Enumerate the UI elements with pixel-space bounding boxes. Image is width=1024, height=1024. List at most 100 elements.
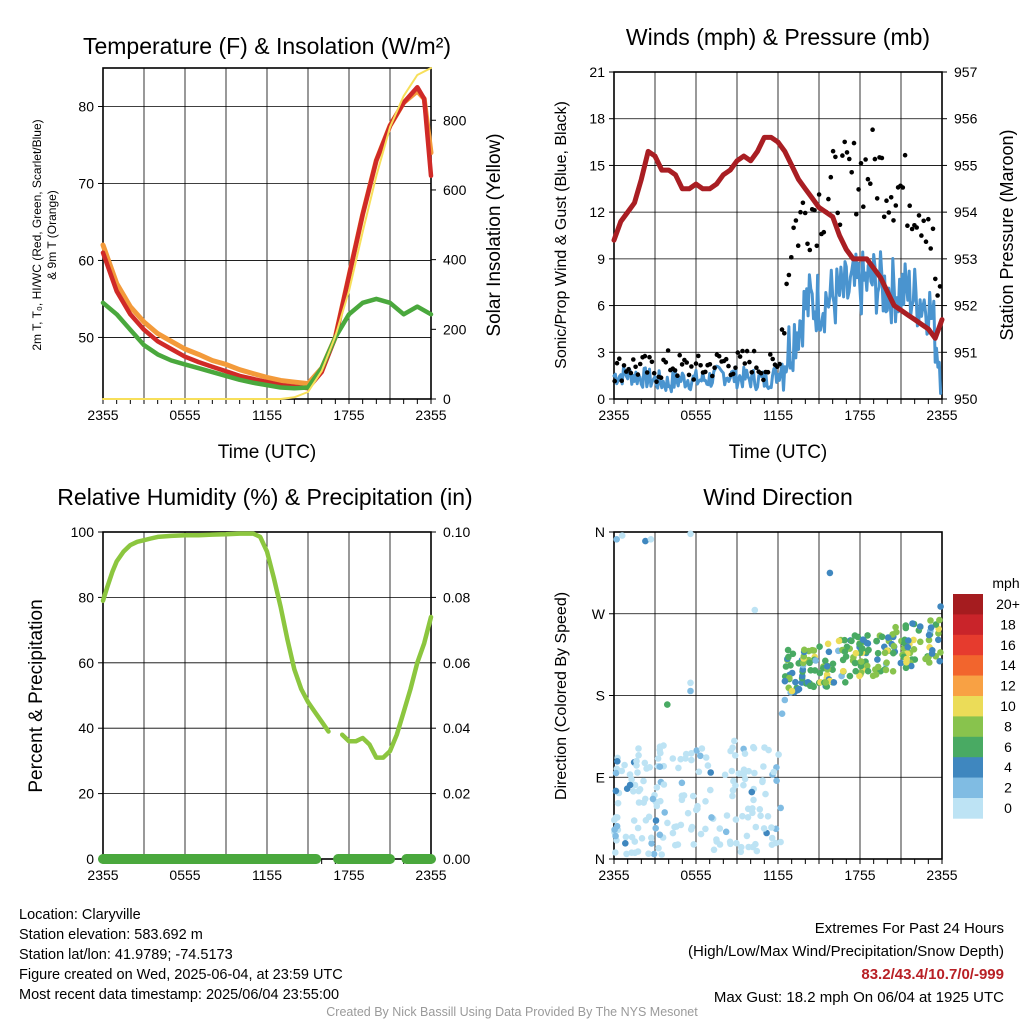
dir-xtick-label: 2355 bbox=[598, 867, 629, 883]
colorbar-swatch bbox=[953, 634, 983, 656]
dir-point bbox=[708, 814, 715, 821]
rh-ytick-label: 100 bbox=[71, 524, 95, 540]
dir-point bbox=[937, 603, 944, 610]
dir-point bbox=[702, 798, 709, 805]
winds-gust-point bbox=[633, 364, 638, 370]
dir-point bbox=[731, 752, 739, 759]
colorbar-swatch bbox=[953, 614, 983, 636]
dir-point bbox=[910, 646, 918, 653]
dir-point bbox=[688, 756, 695, 764]
winds-gust-point bbox=[637, 361, 643, 367]
winds-gust-point bbox=[621, 363, 627, 368]
dir-point bbox=[731, 737, 738, 745]
temp-dewpoint-line bbox=[100, 296, 434, 391]
dir-point bbox=[631, 781, 639, 789]
colorbar-swatch bbox=[953, 696, 983, 717]
winds-gust-point bbox=[926, 216, 931, 222]
winds-ylabel-left: Sonic/Prop Wind & Gust (Blue, Black) bbox=[553, 101, 570, 369]
dir-point bbox=[935, 636, 942, 644]
dir-point bbox=[733, 839, 740, 847]
dir-point bbox=[777, 804, 784, 812]
winds-gust-point bbox=[737, 354, 743, 359]
temp-ylabel-left-1: 2m T, T₀, HI/WC (Red, Green, Scarlet/Blu… bbox=[30, 119, 44, 350]
dir-point bbox=[768, 834, 776, 842]
dir-point bbox=[748, 788, 756, 796]
temp-ytick-right-label: 800 bbox=[443, 112, 467, 128]
colorbar-label: 6 bbox=[1004, 739, 1012, 755]
winds-gust-point bbox=[863, 157, 868, 162]
dir-point bbox=[749, 809, 756, 817]
winds-gust-point bbox=[768, 352, 773, 357]
colorbar-label: 12 bbox=[1000, 678, 1016, 694]
dir-point bbox=[648, 840, 655, 847]
winds-gust-point bbox=[686, 372, 692, 378]
winds-gust-point bbox=[672, 368, 678, 373]
dir-point bbox=[768, 824, 775, 831]
dir-point bbox=[740, 781, 747, 789]
dir-point bbox=[613, 822, 621, 830]
dir-point bbox=[839, 667, 847, 675]
dir-point bbox=[626, 771, 634, 778]
dir-point bbox=[729, 787, 737, 794]
dir-point bbox=[626, 781, 634, 789]
winds-gust-point bbox=[886, 210, 892, 215]
winds-ytick-right-label: 956 bbox=[954, 111, 978, 127]
dir-point bbox=[801, 646, 808, 654]
rh-xtick-label: 0555 bbox=[169, 867, 200, 883]
dir-point bbox=[864, 667, 872, 675]
dir-point bbox=[684, 809, 692, 817]
dir-point bbox=[858, 658, 865, 665]
dir-point bbox=[910, 636, 917, 644]
dir-point bbox=[807, 667, 814, 674]
winds-ytick-label: 21 bbox=[589, 64, 605, 80]
winds-gust-point bbox=[874, 196, 880, 201]
dir-point bbox=[784, 646, 792, 654]
dir-point bbox=[830, 679, 838, 686]
temp-ytick-label: 70 bbox=[78, 175, 94, 191]
rh-ytick-right-label: 0.04 bbox=[443, 720, 470, 736]
dir-ytick-label: N bbox=[595, 524, 605, 540]
dir-point bbox=[669, 829, 677, 837]
dir-point bbox=[750, 796, 757, 804]
winds-gust-point bbox=[758, 370, 764, 376]
winds-gust-point bbox=[856, 187, 861, 192]
winds-gust-point bbox=[916, 213, 922, 218]
winds-gust-point bbox=[782, 331, 787, 336]
dir-point bbox=[782, 663, 790, 670]
dir-point bbox=[623, 850, 630, 858]
winds-gust-point bbox=[933, 276, 938, 282]
dir-point bbox=[902, 622, 910, 629]
winds-ytick-label: 15 bbox=[589, 157, 605, 173]
temp-xtick-label: 1155 bbox=[252, 407, 282, 423]
dir-point bbox=[702, 825, 709, 833]
dir-point bbox=[926, 659, 933, 666]
dir-point bbox=[655, 844, 662, 852]
dir-point bbox=[640, 777, 647, 785]
rh-ytick-label: 60 bbox=[78, 655, 94, 671]
colorbar-swatch bbox=[953, 757, 983, 778]
temp-xtick-label: 1755 bbox=[333, 407, 364, 423]
dir-point bbox=[675, 764, 682, 772]
temp-xtick-label: 2355 bbox=[87, 407, 118, 423]
dir-point bbox=[737, 848, 745, 856]
dir-point bbox=[878, 633, 886, 641]
temp-insolation-line bbox=[102, 67, 432, 400]
winds-gust-point bbox=[842, 139, 847, 145]
winds-gust-point bbox=[800, 200, 806, 206]
dir-point bbox=[890, 649, 897, 657]
dir-point bbox=[829, 660, 837, 668]
dir-point bbox=[848, 637, 855, 645]
winds-gust-point bbox=[881, 214, 887, 220]
credit-line: Created By Nick Bassill Using Data Provi… bbox=[326, 1005, 698, 1019]
dir-point bbox=[635, 745, 642, 752]
dir-point bbox=[730, 777, 737, 785]
dir-point bbox=[808, 646, 816, 654]
dir-point bbox=[788, 687, 796, 695]
dir-point bbox=[750, 744, 758, 752]
dir-point bbox=[936, 657, 943, 665]
winds-gust-point bbox=[828, 174, 834, 180]
winds-gust-point bbox=[698, 363, 703, 368]
dir-point bbox=[656, 743, 664, 750]
dir-point bbox=[905, 637, 912, 644]
